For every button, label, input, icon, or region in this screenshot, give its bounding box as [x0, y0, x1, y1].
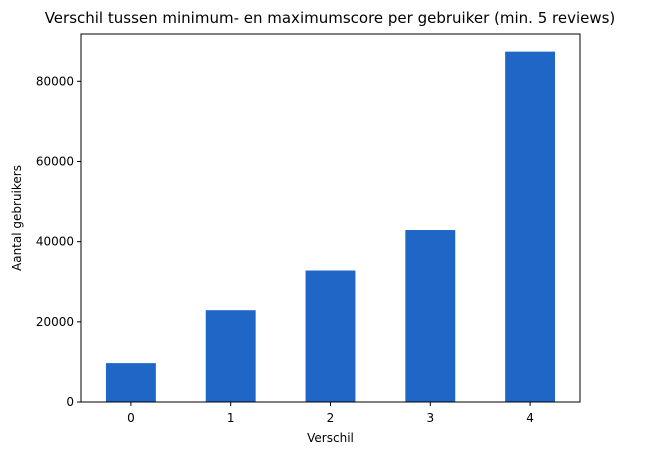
bar-2: [305, 270, 356, 402]
x-tick-label: 4: [526, 411, 534, 425]
chart-title: Verschil tussen minimum- en maximumscore…: [45, 9, 616, 27]
x-tick-label: 3: [426, 411, 434, 425]
x-axis-label: Verschil: [307, 431, 354, 445]
y-axis-label: Aantal gebruikers: [10, 165, 24, 271]
bar-0: [105, 363, 156, 402]
y-tick-label: 20000: [36, 315, 74, 329]
x-axis-ticks: 0 1 2 3 4: [127, 402, 534, 425]
y-tick-label: 0: [66, 395, 74, 409]
bar-3: [405, 230, 456, 402]
bar-1: [205, 310, 256, 402]
y-tick-label: 40000: [36, 235, 74, 249]
x-tick-label: 0: [127, 411, 135, 425]
bars-group: [105, 51, 556, 402]
plot-frame: [80, 33, 581, 403]
x-tick-label: 2: [327, 411, 335, 425]
y-axis-ticks: 0 20000 40000 60000 80000: [36, 74, 81, 409]
x-tick-label: 1: [227, 411, 235, 425]
bar-4: [505, 51, 556, 402]
y-tick-label: 80000: [36, 74, 74, 88]
y-tick-label: 60000: [36, 154, 74, 168]
